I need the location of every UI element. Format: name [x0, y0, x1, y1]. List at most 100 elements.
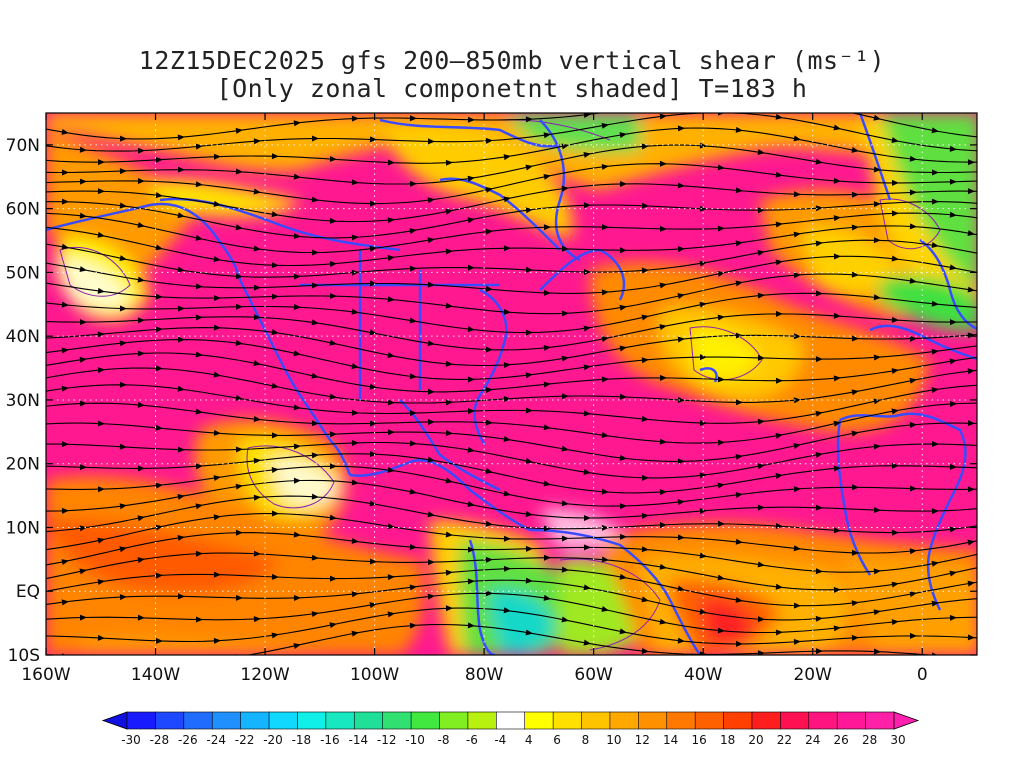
colorbar-label: -30 [121, 733, 141, 747]
flow-arrow [601, 605, 609, 612]
flow-arrow [119, 135, 127, 142]
flow-arrow [195, 143, 203, 150]
flow-arrow [177, 446, 185, 453]
colorbar: -30 -28 -26 -24 -22 -20 -18 -16 -14 -12 -10 -8 -6 -4 4… [101, 711, 920, 747]
flow-arrow [177, 534, 185, 541]
flow-arrow [503, 535, 511, 542]
flow-arrow [329, 292, 337, 299]
colorbar-label: 20 [748, 733, 763, 747]
flow-arrow [873, 201, 881, 208]
flow-arrow [659, 618, 667, 625]
flow-arrow [253, 360, 261, 367]
flow-arrow [561, 245, 569, 252]
flow-arrow [967, 580, 975, 587]
flow-arrow [659, 225, 667, 232]
flow-arrow [79, 464, 87, 471]
flow-arrow [467, 175, 475, 182]
flow-arrow [619, 454, 627, 461]
lat-label: 70N [6, 136, 40, 156]
flow-arrow [311, 493, 319, 500]
flow-arrow [619, 503, 627, 510]
colorbar-label: -20 [263, 733, 283, 747]
flow-arrow [119, 503, 127, 510]
flow-arrow [485, 556, 493, 563]
flow-arrow [659, 438, 667, 445]
flow-arrow [177, 134, 185, 141]
flow-arrow [311, 135, 319, 142]
flow-arrow [873, 398, 881, 405]
flow-arrow [949, 400, 957, 407]
flow-arrow [235, 529, 243, 536]
lon-label: 140W [131, 665, 180, 685]
flow-arrow [61, 441, 69, 448]
flow-arrow [931, 348, 939, 355]
flow-arrow [659, 563, 667, 570]
colorbar-label: -4 [494, 733, 506, 747]
flow-arrow [235, 168, 243, 175]
flow-arrow [699, 420, 707, 427]
flow-arrow [119, 340, 127, 347]
flow-arrow [641, 314, 649, 321]
flow-arrow [717, 439, 725, 446]
flow-arrow [97, 331, 105, 338]
colorbar-swatch [155, 711, 185, 730]
flow-arrow [311, 196, 319, 203]
flow-arrow [775, 171, 783, 178]
flow-arrow [293, 304, 301, 311]
flow-arrow [369, 602, 377, 609]
flow-arrow [641, 596, 649, 603]
flow-arrow [525, 329, 533, 336]
flow-arrow [137, 350, 145, 357]
flow-arrow [235, 594, 243, 601]
flow-arrow [967, 188, 975, 195]
flow-arrow [177, 336, 185, 343]
streamlines [46, 113, 977, 655]
flow-arrow [409, 265, 417, 272]
flow-arrow [815, 290, 823, 297]
colorbar-swatch [382, 711, 412, 730]
flow-arrow [235, 339, 243, 346]
flow-arrow [195, 283, 203, 290]
flow-arrow [79, 525, 87, 532]
flow-arrow [793, 272, 801, 279]
flow-arrow [387, 296, 395, 303]
flow-arrow [525, 407, 533, 414]
flow-arrow [387, 352, 395, 358]
flow-arrow [409, 410, 417, 417]
flow-arrow [525, 207, 533, 214]
flow-arrow [155, 244, 163, 251]
lon-label: 20W [793, 665, 832, 685]
lon-label: 40W [684, 665, 723, 685]
flow-arrow [155, 365, 163, 372]
flow-arrow [775, 310, 783, 317]
flow-arrow [949, 145, 957, 152]
flow-arrow [775, 473, 783, 479]
flow-arrow [311, 611, 319, 618]
flow-arrow [775, 377, 783, 384]
flow-arrow [793, 602, 801, 609]
flow-arrow [177, 593, 185, 600]
flow-arrow [543, 289, 551, 296]
flow-arrow [525, 629, 533, 636]
colorbar-swatch [126, 711, 157, 730]
flow-arrow [583, 202, 591, 209]
flow-arrow [815, 410, 823, 417]
flow-arrow [909, 223, 917, 230]
flow-arrow [677, 534, 685, 541]
flow-arrow [445, 477, 453, 484]
flow-arrow [311, 452, 319, 459]
colorbar-swatch [609, 711, 639, 730]
flow-arrow [851, 549, 859, 556]
flow-arrow [253, 314, 261, 321]
flow-arrow [909, 422, 917, 429]
flow-arrow [329, 463, 337, 470]
flow-arrow [445, 248, 453, 255]
lat-label: 40N [6, 327, 40, 347]
flow-arrow [177, 305, 185, 312]
colorbar-swatch [581, 711, 611, 730]
flow-arrow [485, 520, 493, 527]
colorbar-label: -6 [466, 733, 478, 747]
colorbar-label: 24 [805, 733, 820, 747]
flow-arrow [213, 324, 221, 331]
flow-arrow [583, 325, 591, 332]
